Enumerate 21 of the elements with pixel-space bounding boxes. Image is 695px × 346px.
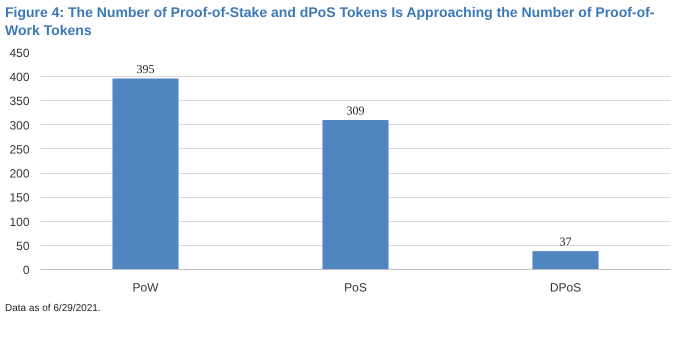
y-tick-label: 250 [9, 142, 30, 156]
bar [322, 120, 389, 270]
y-tick-label: 150 [9, 190, 30, 204]
y-tick-label: 200 [9, 166, 30, 180]
bar [532, 250, 599, 270]
y-tick-label: 400 [9, 70, 30, 84]
bar [112, 78, 179, 270]
y-tick-label: 450 [9, 46, 30, 60]
y-tick-label: 0 [22, 262, 30, 277]
data-label: 309 [346, 103, 364, 118]
y-tick-label: 300 [9, 118, 30, 132]
x-tick-label: DPoS [550, 280, 582, 294]
data-label: 37 [560, 234, 572, 248]
y-tick-label: 100 [9, 214, 30, 228]
x-tick-label: PoS [344, 280, 367, 294]
x-tick-label: PoW [132, 280, 160, 294]
chart-title: Figure 4: The Number of Proof-of-Stake and dPoS Tokens Is Approaching the Number of Proof-of-Work Tokens [5, 4, 656, 39]
y-tick-label: 50 [16, 238, 30, 253]
data-label: 395 [136, 62, 154, 76]
y-tick-label: 350 [9, 94, 30, 108]
text: Data as of 6/29/2021. [5, 302, 101, 314]
